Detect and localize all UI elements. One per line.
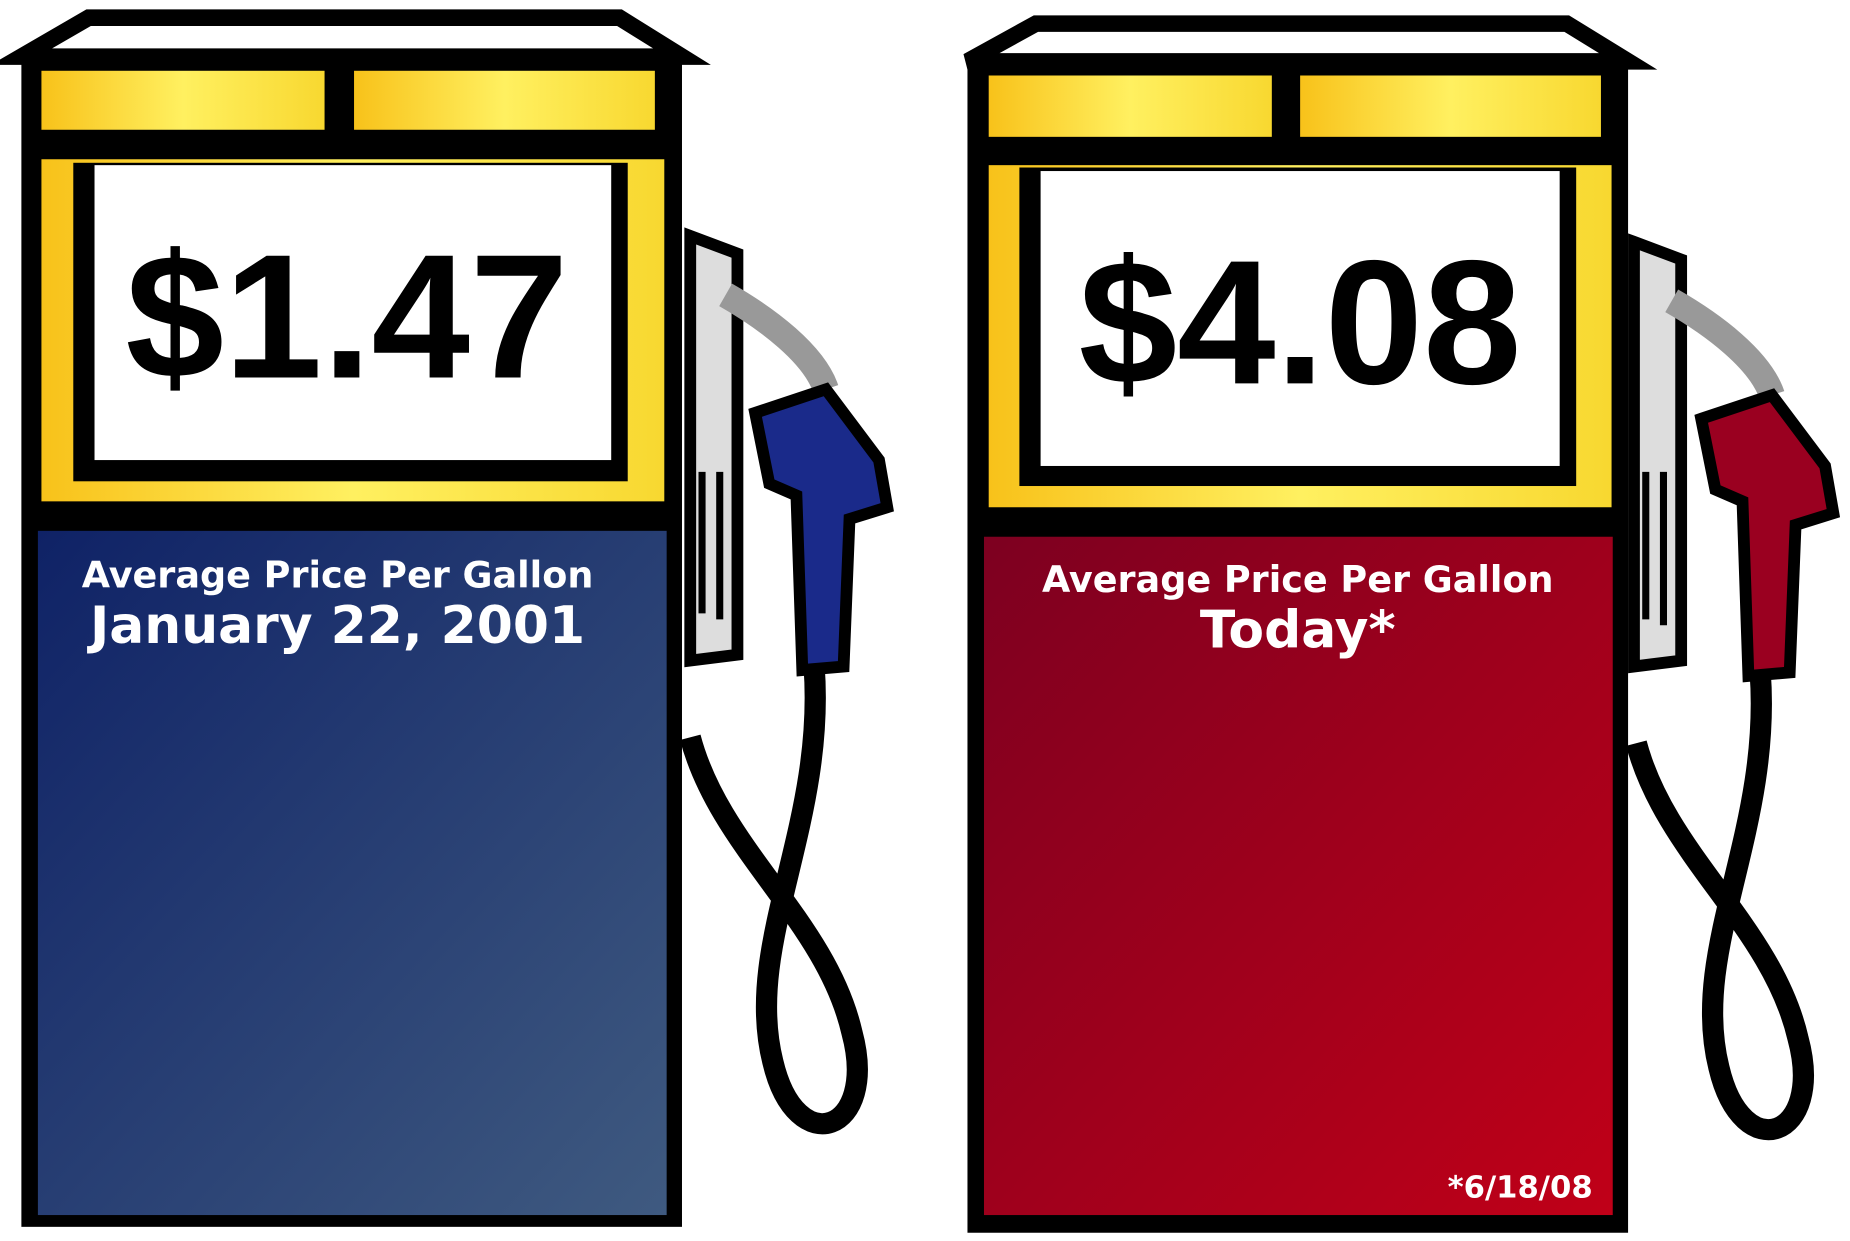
pump-cap xyxy=(967,24,1628,62)
illustration: $1.47 Average Price Per Gallon January 2… xyxy=(0,0,1850,1241)
top-strip xyxy=(989,75,1272,136)
pump-right: $4.08 Average Price Per Gallon Today* *6… xyxy=(967,24,1833,1233)
nozzle xyxy=(755,389,887,670)
price: $1.47 xyxy=(126,218,569,415)
pump-left: $1.47 Average Price Per Gallon January 2… xyxy=(21,18,887,1227)
top-strip xyxy=(41,71,324,130)
date: January 22, 2001 xyxy=(87,596,585,656)
pump-cap xyxy=(21,18,682,57)
price: $4.08 xyxy=(1079,224,1522,421)
page: $1.47 Average Price Per Gallon January 2… xyxy=(0,0,1850,1241)
footnote: *6/18/08 xyxy=(1448,1170,1593,1205)
top-strip xyxy=(1300,75,1601,136)
hose xyxy=(1636,672,1803,1129)
top-strip xyxy=(354,71,655,130)
nozzle xyxy=(1701,395,1833,676)
caption: Average Price Per Gallon xyxy=(82,553,594,596)
date: Today* xyxy=(1200,601,1396,661)
caption: Average Price Per Gallon xyxy=(1042,558,1554,601)
hose xyxy=(690,667,857,1124)
